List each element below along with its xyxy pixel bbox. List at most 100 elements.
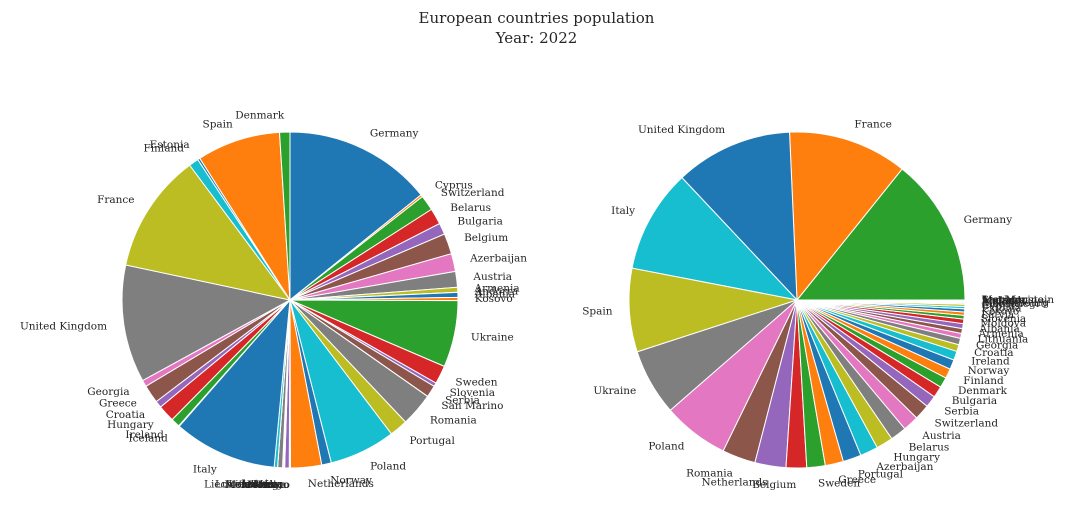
pie0-label-serbia: Serbia — [445, 395, 480, 407]
pie1-label-serbia: Serbia — [944, 406, 979, 418]
pie1-label-norway: Norway — [968, 365, 1010, 377]
pie1-label-romania: Romania — [686, 467, 733, 479]
pie0-label-italy: Italy — [193, 464, 217, 476]
pie0-label-spain: Spain — [203, 118, 234, 130]
pie-chart-right: Germany France United Kingdom Italy Spain Ukr… — [582, 118, 1055, 491]
pie0-label-san-marino: San Marino — [441, 400, 503, 412]
pie1-label-switzerland: Switzerland — [935, 417, 999, 429]
pie1-label-georgia: Georgia — [976, 340, 1018, 352]
pie1-label-estonia: Estonia — [982, 302, 1022, 314]
pie1-label-denmark: Denmark — [958, 385, 1008, 397]
figure-title: European countries population — [418, 9, 655, 27]
pie0-label-romania: Romania — [430, 415, 477, 427]
pie0-slice-france — [125, 164, 292, 301]
pie0-label-bulgaria: Bulgaria — [457, 216, 502, 228]
pie1-label-croatia: Croatia — [974, 347, 1013, 359]
pie0-slice-germany — [289, 131, 422, 302]
pie0-label-hungary: Hungary — [107, 419, 154, 431]
pie0-slice-united-kingdom — [121, 264, 292, 382]
pie1-label-malta: Malta — [982, 296, 1013, 308]
pie1-label-portugal: Portugal — [858, 469, 904, 481]
pie1-label-azerbaijan: Azerbaijan — [875, 461, 933, 473]
pie0-label-greece: Greece — [99, 398, 137, 410]
pie0-label-poland: Poland — [370, 461, 406, 473]
pie1-label-lithuania: Lithuania — [978, 334, 1029, 346]
pie0-label-cyprus: Cyprus — [435, 179, 473, 191]
pie0-slice-denmark — [278, 131, 291, 301]
pie0-label-united-kingdom: United Kingdom — [20, 321, 107, 333]
pie1-label-kosovo: Kosovo — [981, 306, 1019, 318]
pie1-label-slovenia: Slovenia — [981, 313, 1026, 325]
pie1-label-armenia: Armenia — [978, 328, 1024, 340]
pie1-label-hungary: Hungary — [893, 452, 940, 464]
pie1-label-austria: Austria — [921, 430, 961, 442]
pie1-label-germany: Germany — [964, 214, 1013, 226]
pie1-label-bulgaria: Bulgaria — [952, 395, 997, 407]
pie1-slice-germany — [795, 168, 966, 301]
pie1-label-united-kingdom: United Kingdom — [638, 124, 725, 136]
pie1-label-greece: Greece — [838, 474, 876, 486]
pie1-label-netherlands: Netherlands — [701, 477, 767, 489]
pie0-label-moldova: Moldova — [241, 479, 287, 491]
pie1-label-andorra: Andorra — [981, 294, 1026, 306]
pie1-label-monaco: Monaco — [982, 294, 1024, 306]
pie1-label-luxembourg: Luxembourg — [982, 297, 1050, 309]
pie0-label-estonia: Estonia — [150, 139, 190, 151]
pie0-label-slovenia: Slovenia — [450, 387, 495, 399]
pie0-label-croatia: Croatia — [106, 409, 145, 421]
pie1-label-belgium: Belgium — [752, 479, 796, 491]
pie0-label-albania: Albania — [474, 288, 515, 300]
figure-subtitle: Year: 2022 — [495, 29, 578, 47]
pie1-label-liechtenstein: Liechtenstein — [982, 294, 1055, 306]
pie0-label-liechtenstein: Liechtenstein — [204, 478, 277, 490]
pie0-label-ukraine: Ukraine — [471, 332, 514, 344]
pie1-label-montenegro: Montenegro — [982, 298, 1047, 310]
pie1-label-poland: Poland — [648, 441, 684, 453]
pie1-slice-united-kingdom — [681, 131, 798, 302]
pie1-label-italy: Italy — [611, 205, 635, 217]
pie0-label-belarus: Belarus — [450, 202, 491, 214]
pie0-slice-italy — [178, 298, 291, 468]
pie1-label-moldova: Moldova — [980, 318, 1026, 330]
pie1-label-ireland: Ireland — [971, 355, 1010, 367]
pie0-label-georgia: Georgia — [87, 386, 129, 398]
pie0-label-monaco: Monaco — [247, 479, 289, 491]
pie0-label-luxembourg: Luxembourg — [215, 479, 283, 491]
pie0-label-lithuania: Lithuania — [228, 479, 279, 491]
pie1-slice-france — [788, 131, 903, 302]
pie1-label-albania: Albania — [979, 323, 1020, 335]
pie0-label-switzerland: Switzerland — [441, 187, 505, 199]
pie1-label-finland: Finland — [963, 375, 1004, 387]
pie0-label-sweden: Sweden — [455, 376, 497, 388]
pie0-label-belgium: Belgium — [464, 232, 508, 244]
pie1-label-cyprus: Cyprus — [982, 300, 1020, 312]
pie0-label-denmark: Denmark — [235, 109, 285, 121]
pie0-label-portugal: Portugal — [410, 435, 456, 447]
pie0-label-azerbaijan: Azerbaijan — [469, 253, 527, 265]
pie0-label-latvia: Latvia — [241, 478, 274, 490]
pie0-label-norway: Norway — [330, 474, 372, 486]
pie1-label-san-marino: San Marino — [982, 294, 1044, 306]
pie0-label-finland: Finland — [143, 143, 184, 155]
pie1-label-spain: Spain — [582, 305, 613, 317]
pie1-label-ukraine: Ukraine — [593, 385, 636, 397]
pie0-label-austria: Austria — [472, 271, 512, 283]
pie1-label-belarus: Belarus — [909, 441, 950, 453]
pie0-label-iceland: Iceland — [129, 433, 169, 445]
pie0-label-andorra: Andorra — [474, 286, 519, 298]
pie0-label-montenegro: Montenegro — [225, 479, 290, 491]
pie1-label-latvia: Latvia — [981, 309, 1014, 321]
pie0-label-france: France — [97, 194, 134, 206]
pie0-label-kosovo: Kosovo — [475, 293, 513, 305]
pie0-label-armenia: Armenia — [474, 283, 520, 295]
pie1-label-iceland: Iceland — [982, 295, 1022, 307]
pie0-label-ireland: Ireland — [125, 429, 164, 441]
pie0-label-malta: Malta — [253, 479, 284, 491]
pie0-label-netherlands: Netherlands — [308, 478, 374, 490]
pie1-label-sweden: Sweden — [818, 478, 860, 490]
pie1-label-france: France — [854, 118, 891, 130]
pie0-label-germany: Germany — [370, 127, 419, 139]
pie1-slice-italy — [631, 176, 799, 301]
